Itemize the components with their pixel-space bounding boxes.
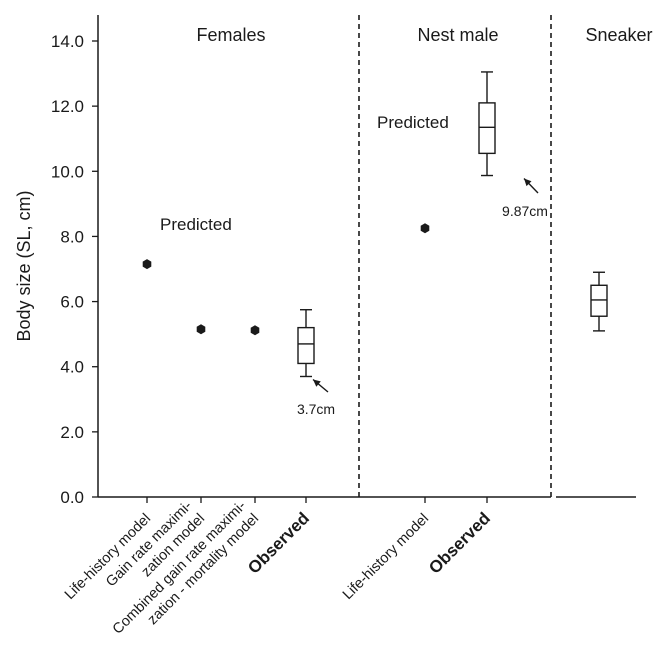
box-iqr — [297, 326, 315, 365]
arrow-nest-min — [523, 178, 539, 194]
annotation-predicted-nest: Predicted — [377, 113, 449, 132]
observed-boxplot — [478, 71, 496, 177]
category-label-observed: Observed — [425, 509, 494, 578]
category-label-model: Life-history model — [340, 511, 432, 603]
predicted-point — [196, 324, 206, 335]
marks — [142, 71, 608, 378]
panel-label: Nest male — [417, 25, 498, 45]
annotation-predicted-females: Predicted — [160, 215, 232, 234]
category-label-line: Life-history model — [340, 511, 432, 603]
arrow-head — [313, 379, 321, 387]
category-label-line: Observed — [425, 509, 494, 578]
y-tick-label: 6.0 — [60, 293, 84, 312]
y-axis-label: Body size (SL, cm) — [14, 190, 34, 341]
axes — [97, 14, 636, 498]
y-tick-label: 4.0 — [60, 358, 84, 377]
y-tick-label: 0.0 — [60, 488, 84, 507]
annotation-min-females: 3.7cm — [297, 401, 335, 417]
observed-boxplot — [590, 271, 608, 332]
predicted-point — [250, 325, 260, 336]
arrow-head — [524, 178, 532, 187]
y-tick-label: 2.0 — [60, 423, 84, 442]
y-tick-label: 10.0 — [51, 162, 84, 181]
annotations: Predicted Predicted 3.7cm 9.87cm — [160, 113, 548, 417]
arrow-females-min — [312, 378, 329, 393]
y-tick-label: 8.0 — [60, 227, 84, 246]
panel-label: Sneaker — [585, 25, 652, 45]
predicted-point — [420, 223, 430, 234]
y-ticks: 0.0 2.0 4.0 6.0 8.0 10.0 12.0 14.0 — [51, 32, 488, 507]
annotation-min-nest: 9.87cm — [502, 203, 548, 219]
predicted-point — [142, 259, 152, 270]
panel-label: Females — [196, 25, 265, 45]
box-iqr — [478, 102, 496, 155]
y-tick-label: 14.0 — [51, 32, 84, 51]
observed-boxplot — [297, 309, 315, 378]
y-tick-label: 12.0 — [51, 97, 84, 116]
box-iqr — [590, 284, 608, 317]
panels: Females Nest male Sneaker — [196, 14, 653, 497]
